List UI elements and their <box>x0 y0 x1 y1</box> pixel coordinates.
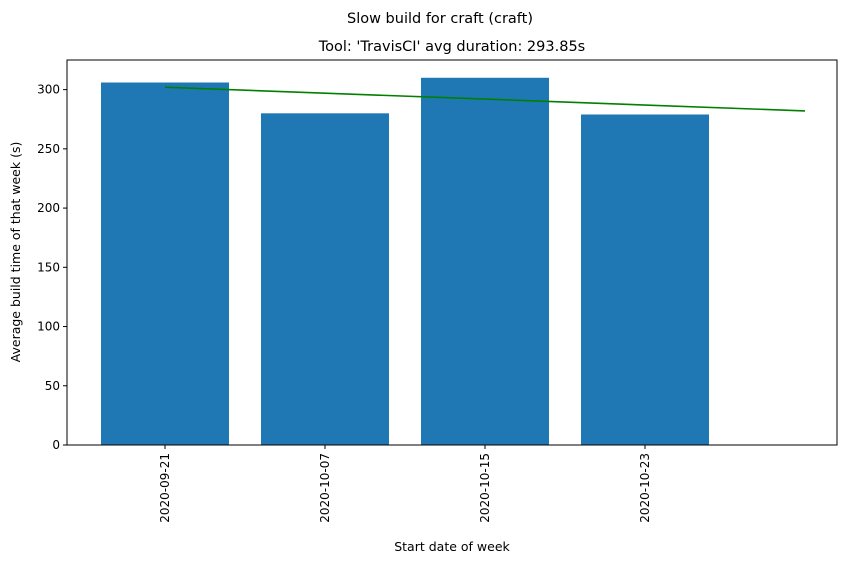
y-tick-label: 100 <box>37 320 60 334</box>
x-tick-label: 2020-09-21 <box>158 453 172 523</box>
y-tick-label: 200 <box>37 201 60 215</box>
y-tick-label: 150 <box>37 260 60 274</box>
chart-suptitle: Slow build for craft (craft) <box>347 11 533 27</box>
y-tick-label: 300 <box>37 83 60 97</box>
bar-2020-10-15 <box>421 77 549 446</box>
plot-frame <box>66 59 838 446</box>
trend <box>164 86 806 112</box>
y-tick-label: 50 <box>45 379 60 393</box>
y-tick-label: 0 <box>52 438 60 452</box>
bar-2020-10-07 <box>261 113 389 446</box>
x-tick-label: 2020-10-15 <box>478 453 492 523</box>
trend-line <box>164 86 806 112</box>
bars <box>101 77 709 446</box>
bar-2020-10-23 <box>581 114 709 445</box>
y-axis-label: Average build time of that week (s) <box>8 142 23 363</box>
y-axis: 0 50 100 150 200 250 300 <box>37 83 67 452</box>
bar-2020-09-21 <box>101 82 229 445</box>
chart-title: Tool: 'TravisCI' avg duration: 293.85s <box>318 39 585 55</box>
x-axis: 2020-09-21 2020-10-07 2020-10-15 2020-10-23 <box>158 445 652 523</box>
x-axis-label: Start date of week <box>394 539 510 554</box>
y-tick-label: 250 <box>37 142 60 156</box>
x-tick-label: 2020-10-23 <box>638 453 652 523</box>
x-tick-label: 2020-10-07 <box>318 453 332 523</box>
